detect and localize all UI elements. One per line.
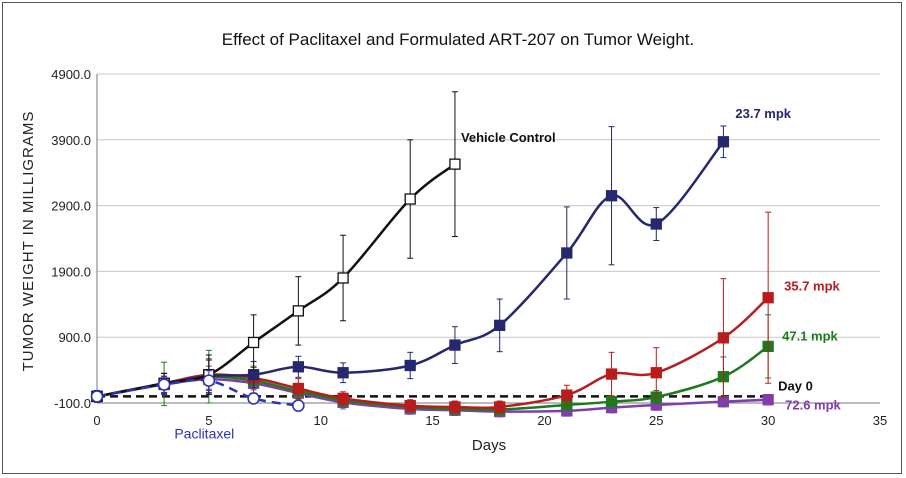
data-point — [404, 359, 416, 372]
grid-lines — [96, 73, 880, 404]
data-point — [247, 336, 260, 349]
data-point — [449, 401, 461, 413]
chart-title: Effect of Paclitaxel and Formulated ART-… — [222, 30, 694, 49]
series-label: Paclitaxel — [174, 426, 234, 442]
series-label: 23.7 mpk — [735, 106, 791, 121]
data-point — [762, 394, 774, 406]
data-point — [494, 401, 506, 413]
x-tick-label: 20 — [537, 413, 551, 428]
series-label: 35.7 mpk — [784, 279, 840, 294]
x-tick-label: 25 — [649, 413, 663, 428]
y-tick-label: 1900.0 — [51, 264, 91, 279]
y-tick-label: 900.0 — [58, 330, 91, 345]
data-point — [449, 339, 461, 351]
data-point — [157, 378, 171, 391]
data-point — [202, 374, 216, 387]
data-point — [717, 136, 730, 148]
x-tick-label: 5 — [205, 413, 212, 428]
series-label: 72.6 mpk — [785, 398, 841, 413]
data-point — [292, 305, 304, 317]
x-tick-label: 15 — [425, 413, 439, 428]
data-point — [292, 361, 304, 373]
y-tick-label: 2900.0 — [51, 199, 91, 214]
data-point — [605, 190, 618, 202]
data-point — [605, 396, 618, 408]
series-layer — [90, 91, 774, 418]
chart-canvas: Effect of Paclitaxel and Formulated ART-… — [20, 30, 887, 454]
series-label: Day 0 — [778, 378, 813, 393]
y-tick-label: 4900.0 — [51, 67, 91, 82]
data-point — [292, 382, 304, 395]
data-point — [404, 193, 416, 205]
data-point — [717, 332, 730, 344]
data-point — [337, 272, 349, 284]
data-point — [247, 369, 260, 381]
data-point — [561, 247, 573, 259]
x-tick-label: 30 — [761, 413, 775, 428]
series-2 — [91, 211, 774, 414]
x-tick-label: 10 — [313, 413, 327, 428]
data-point — [449, 158, 461, 170]
series-label: Vehicle Control — [461, 130, 556, 145]
x-tick-label: 0 — [93, 413, 100, 428]
data-point — [337, 392, 349, 405]
y-tick-label: 3900.0 — [51, 133, 91, 148]
series-labels: Vehicle Control 23.7 mpk 35.7 mpk 47.1 mpk 7… — [174, 106, 841, 442]
y-tick-labels: -100.0 900.0 1900.0 2900.0 3900.0 4900.0 — [51, 67, 91, 411]
series-0 — [91, 91, 461, 403]
data-point — [762, 292, 774, 304]
data-point — [561, 389, 573, 401]
series-line — [96, 163, 456, 398]
data-point — [337, 367, 349, 379]
x-tick-labels: 0 5 10 15 20 25 30 35 — [93, 413, 887, 428]
series-label: 47.1 mpk — [782, 328, 838, 343]
data-point — [247, 392, 260, 405]
series-3 — [91, 314, 774, 416]
data-point — [494, 319, 506, 332]
series-5 — [90, 370, 305, 412]
data-point — [650, 367, 662, 379]
data-point — [605, 368, 618, 380]
y-tick-label: -100.0 — [54, 396, 91, 411]
y-axis-label: TUMOR WEIGHT IN MILLIGRAMS — [20, 111, 37, 372]
x-axis-label: Days — [472, 437, 506, 454]
series-line — [96, 296, 769, 410]
data-point — [650, 218, 662, 230]
data-point — [717, 396, 730, 408]
data-point — [90, 390, 104, 403]
data-point — [292, 399, 305, 412]
x-tick-label: 35 — [873, 413, 887, 428]
data-point — [404, 399, 416, 412]
